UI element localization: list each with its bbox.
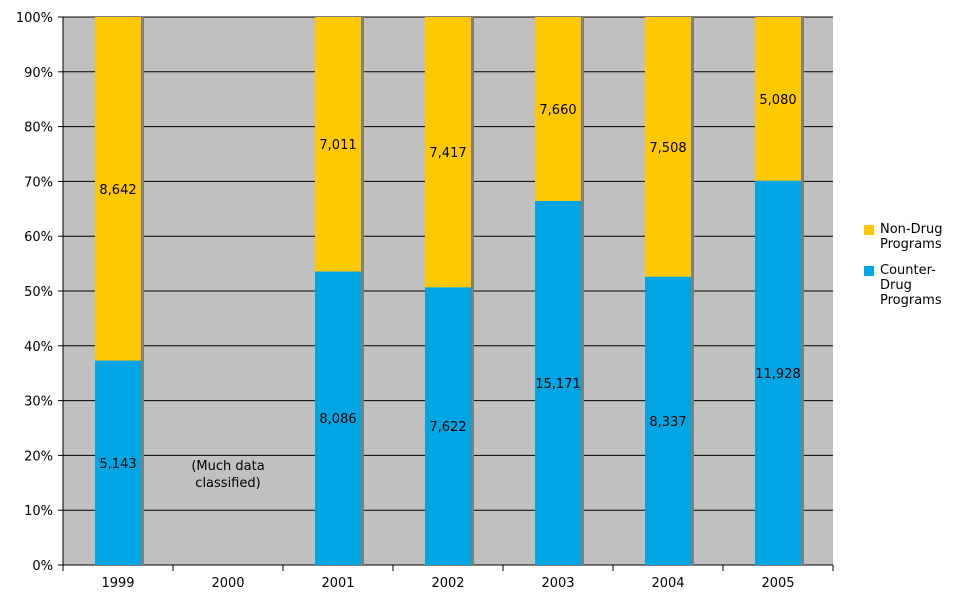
- annotation-text: (Much data classified): [191, 459, 264, 491]
- data-label-counter-drug: 8,086: [319, 412, 356, 427]
- bar-non-drug: [425, 17, 471, 288]
- data-label-non-drug: 7,660: [539, 103, 576, 118]
- data-label-non-drug: 5,080: [759, 93, 796, 108]
- y-tick-label: 0%: [32, 559, 53, 574]
- data-label-non-drug: 7,011: [319, 138, 356, 153]
- y-tick-label: 50%: [24, 285, 53, 300]
- bars-layer: [95, 17, 804, 565]
- x-tick-label: 2001: [321, 576, 354, 591]
- x-tick-label: 2003: [541, 576, 574, 591]
- data-label-non-drug: 7,508: [649, 141, 686, 156]
- legend-swatch-counter-drug: [864, 266, 874, 276]
- bar-counter-drug: [315, 271, 361, 565]
- legend-label-non-drug: Non-Drug Programs: [880, 222, 943, 252]
- bar-shadow: [801, 17, 804, 565]
- data-label-counter-drug: 5,143: [99, 457, 136, 472]
- y-tick-label: 100%: [16, 11, 53, 26]
- data-label-non-drug: 8,642: [99, 183, 136, 198]
- legend: Non-Drug Programs Counter-Drug Programs: [862, 222, 954, 319]
- data-label-counter-drug: 8,337: [649, 415, 686, 430]
- bar-counter-drug: [645, 276, 691, 565]
- x-tick-label: 2000: [211, 576, 244, 591]
- y-tick-label: 60%: [24, 230, 53, 245]
- y-tick-label: 10%: [24, 504, 53, 519]
- bar-non-drug: [95, 17, 141, 361]
- x-tick-label: 2002: [431, 576, 464, 591]
- x-tick-label: 2004: [651, 576, 684, 591]
- x-tick-label: 1999: [101, 576, 134, 591]
- bar-shadow: [141, 17, 144, 565]
- legend-item-non-drug: Non-Drug Programs: [862, 222, 954, 252]
- bar-counter-drug: [535, 200, 581, 565]
- data-label-counter-drug: 7,622: [429, 420, 466, 435]
- bar-shadow: [581, 17, 584, 565]
- data-label-counter-drug: 15,171: [535, 377, 581, 392]
- legend-item-counter-drug: Counter-Drug Programs: [862, 263, 954, 308]
- y-tick-label: 70%: [24, 175, 53, 190]
- data-label-non-drug: 7,417: [429, 146, 466, 161]
- y-tick-label: 90%: [24, 66, 53, 81]
- data-label-counter-drug: 11,928: [755, 367, 801, 382]
- bar-shadow: [471, 17, 474, 565]
- bar-non-drug: [315, 17, 361, 272]
- y-tick-label: 40%: [24, 340, 53, 355]
- y-tick-label: 80%: [24, 121, 53, 136]
- bar-shadow: [691, 17, 694, 565]
- bar-shadow: [361, 17, 364, 565]
- y-tick-label: 30%: [24, 395, 53, 410]
- legend-label-counter-drug: Counter-Drug Programs: [880, 263, 942, 308]
- bar-non-drug: [645, 17, 691, 277]
- bar-counter-drug: [95, 360, 141, 565]
- bar-counter-drug: [755, 180, 801, 565]
- y-tick-label: 20%: [24, 449, 53, 464]
- x-tick-label: 2005: [761, 576, 794, 591]
- bar-counter-drug: [425, 287, 471, 565]
- bar-non-drug: [755, 17, 801, 181]
- labels-layer: 1999 5,143 8,642 2000 2001 8,086 7,011 2002 7,62…: [99, 93, 800, 591]
- bar-non-drug: [535, 17, 581, 201]
- legend-swatch-non-drug: [864, 225, 874, 235]
